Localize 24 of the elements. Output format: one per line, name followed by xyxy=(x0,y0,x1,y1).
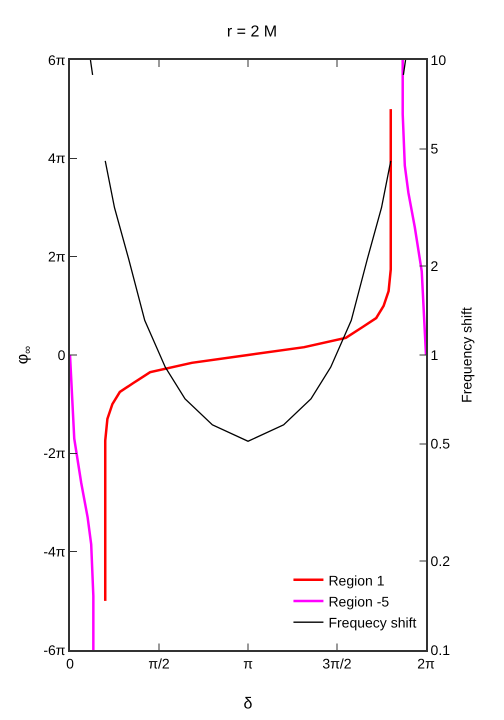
y2-tick-label: 10 xyxy=(430,52,446,68)
y2-tick-label: 0.1 xyxy=(430,642,450,658)
y-tick-label: 6π xyxy=(48,52,66,68)
y2-tick-label: 1 xyxy=(430,346,439,363)
y-tick-label: -4π xyxy=(43,544,66,560)
legend-label: Frequecy shift xyxy=(328,614,416,631)
chart-title: r = 2 M xyxy=(226,23,278,40)
y-tick-label: 4π xyxy=(48,150,66,166)
y2-tick-label: 2 xyxy=(430,258,439,274)
y-tick-label: 2π xyxy=(48,248,66,265)
y-tick-label: -2π xyxy=(43,445,66,462)
legend-label: Region 1 xyxy=(328,572,385,588)
y2-tick-label: 0.2 xyxy=(430,553,450,570)
x-tick-label: 3π/2 xyxy=(322,656,352,672)
y-tick-label: 0 xyxy=(58,346,66,363)
y2-tick-label: 0.5 xyxy=(430,436,450,452)
x-tick-label: π/2 xyxy=(148,656,170,672)
x-tick-label: π xyxy=(243,656,254,672)
y2-axis-title: Frequency shift xyxy=(458,307,474,403)
y2-tick-label: 5 xyxy=(430,140,439,157)
y-tick-label: -6π xyxy=(43,642,66,658)
x-axis-title: δ xyxy=(244,696,253,712)
x-tick-label: 2π xyxy=(417,656,436,672)
legend-label: Region -5 xyxy=(328,593,390,610)
